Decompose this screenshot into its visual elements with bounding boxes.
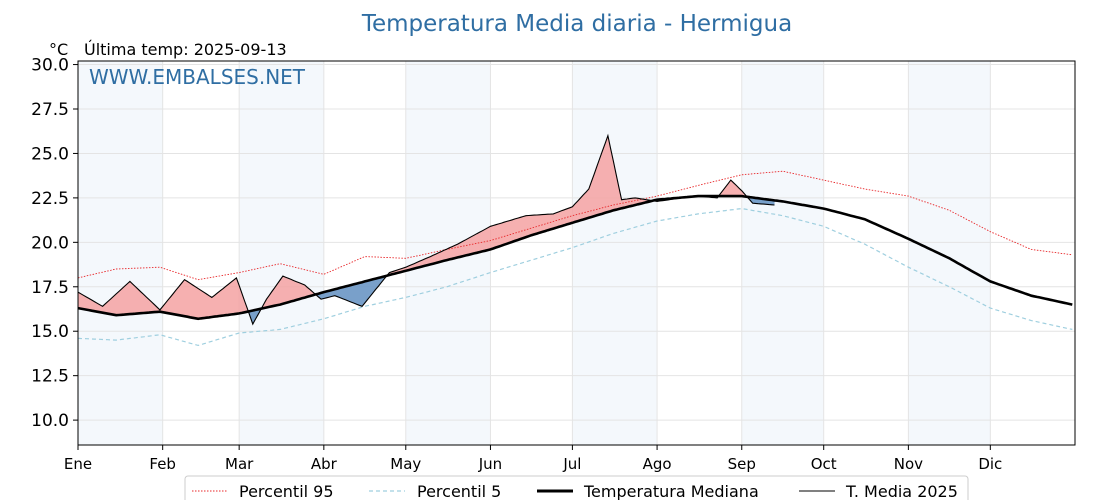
- x-tick-label: Oct: [811, 455, 837, 473]
- y-tick-label: 25.0: [31, 144, 69, 164]
- line-temperatura-mediana: [77, 194, 1073, 321]
- last-temp-label: Última temp: 2025-09-13: [84, 40, 287, 59]
- legend-label-media2025: T. Media 2025: [845, 482, 958, 500]
- legend-label-p5: Percentil 5: [417, 482, 501, 500]
- fill-above-median: [386, 135, 652, 276]
- y-tick-label: 22.5: [31, 189, 69, 209]
- y-tick-label: 27.5: [31, 100, 69, 120]
- x-tick-label: Abr: [311, 455, 338, 473]
- legend: Percentil 95 Percentil 5 Temperatura Med…: [184, 475, 969, 500]
- legend-label-p95: Percentil 95: [239, 482, 334, 500]
- x-tick-label: Jun: [478, 455, 502, 473]
- x-tick-label: Nov: [894, 455, 923, 473]
- x-tick-label: Jul: [562, 455, 581, 473]
- anomaly-fills: [78, 135, 775, 325]
- month-band: [78, 61, 163, 445]
- fill-above-median: [261, 276, 315, 310]
- legend-box: [184, 475, 969, 500]
- x-tick-label: Ene: [64, 455, 92, 473]
- y-tick-label: 15.0: [31, 322, 69, 342]
- x-axis: Ene Feb Mar Abr May Jun Jul Ago Sep Oct Nov Dic: [64, 445, 1002, 473]
- watermark: WWW.EMBALSES.NET: [89, 65, 306, 89]
- y-axis: 10.0 12.5 15.0 17.5 20.0 22.5 25.0 27.5 30.0: [31, 56, 78, 431]
- plot-frame: [77, 60, 1076, 446]
- y-tick-label: 20.0: [31, 233, 69, 253]
- fill-above-median: [717, 180, 746, 198]
- unit-label: °C: [49, 40, 68, 59]
- chart-title: Temperatura Media diaria - Hermigua: [361, 11, 792, 37]
- month-band: [239, 61, 324, 445]
- legend-label-median: Temperatura Mediana: [583, 482, 759, 500]
- y-tick-label: 12.5: [31, 367, 69, 387]
- alternating-month-bands: [78, 61, 991, 445]
- fill-below-median: [247, 308, 262, 325]
- x-tick-label: Ago: [643, 455, 672, 473]
- fill-below-median: [314, 275, 387, 307]
- x-tick-label: Sep: [728, 455, 756, 473]
- x-tick-label: Mar: [225, 455, 254, 473]
- series-lines: [77, 133, 1073, 347]
- month-band: [572, 61, 658, 445]
- month-band: [741, 61, 824, 445]
- x-tick-label: Dic: [978, 455, 1002, 473]
- y-tick-label: 17.5: [31, 278, 69, 298]
- y-tick-label: 10.0: [31, 411, 69, 431]
- x-tick-label: Feb: [149, 455, 176, 473]
- y-tick-label: 30.0: [31, 56, 69, 76]
- line-percentil-5: [77, 207, 1073, 347]
- month-band: [908, 61, 991, 445]
- x-tick-label: May: [390, 455, 421, 473]
- line-percentil-95: [77, 170, 1073, 281]
- fill-above-median: [78, 277, 248, 319]
- line-t-media-2025: [77, 133, 775, 326]
